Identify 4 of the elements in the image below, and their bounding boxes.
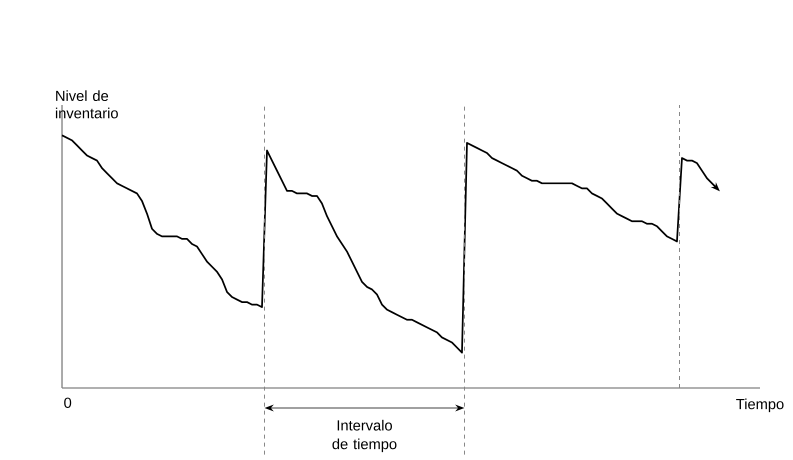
text: Intervalo de tiempo: [332, 420, 396, 452]
x-axis-title: Tiempo: [736, 398, 784, 412]
text: 0: [64, 398, 72, 408]
y-axis-title: Nivel de inventario: [56, 90, 118, 118]
